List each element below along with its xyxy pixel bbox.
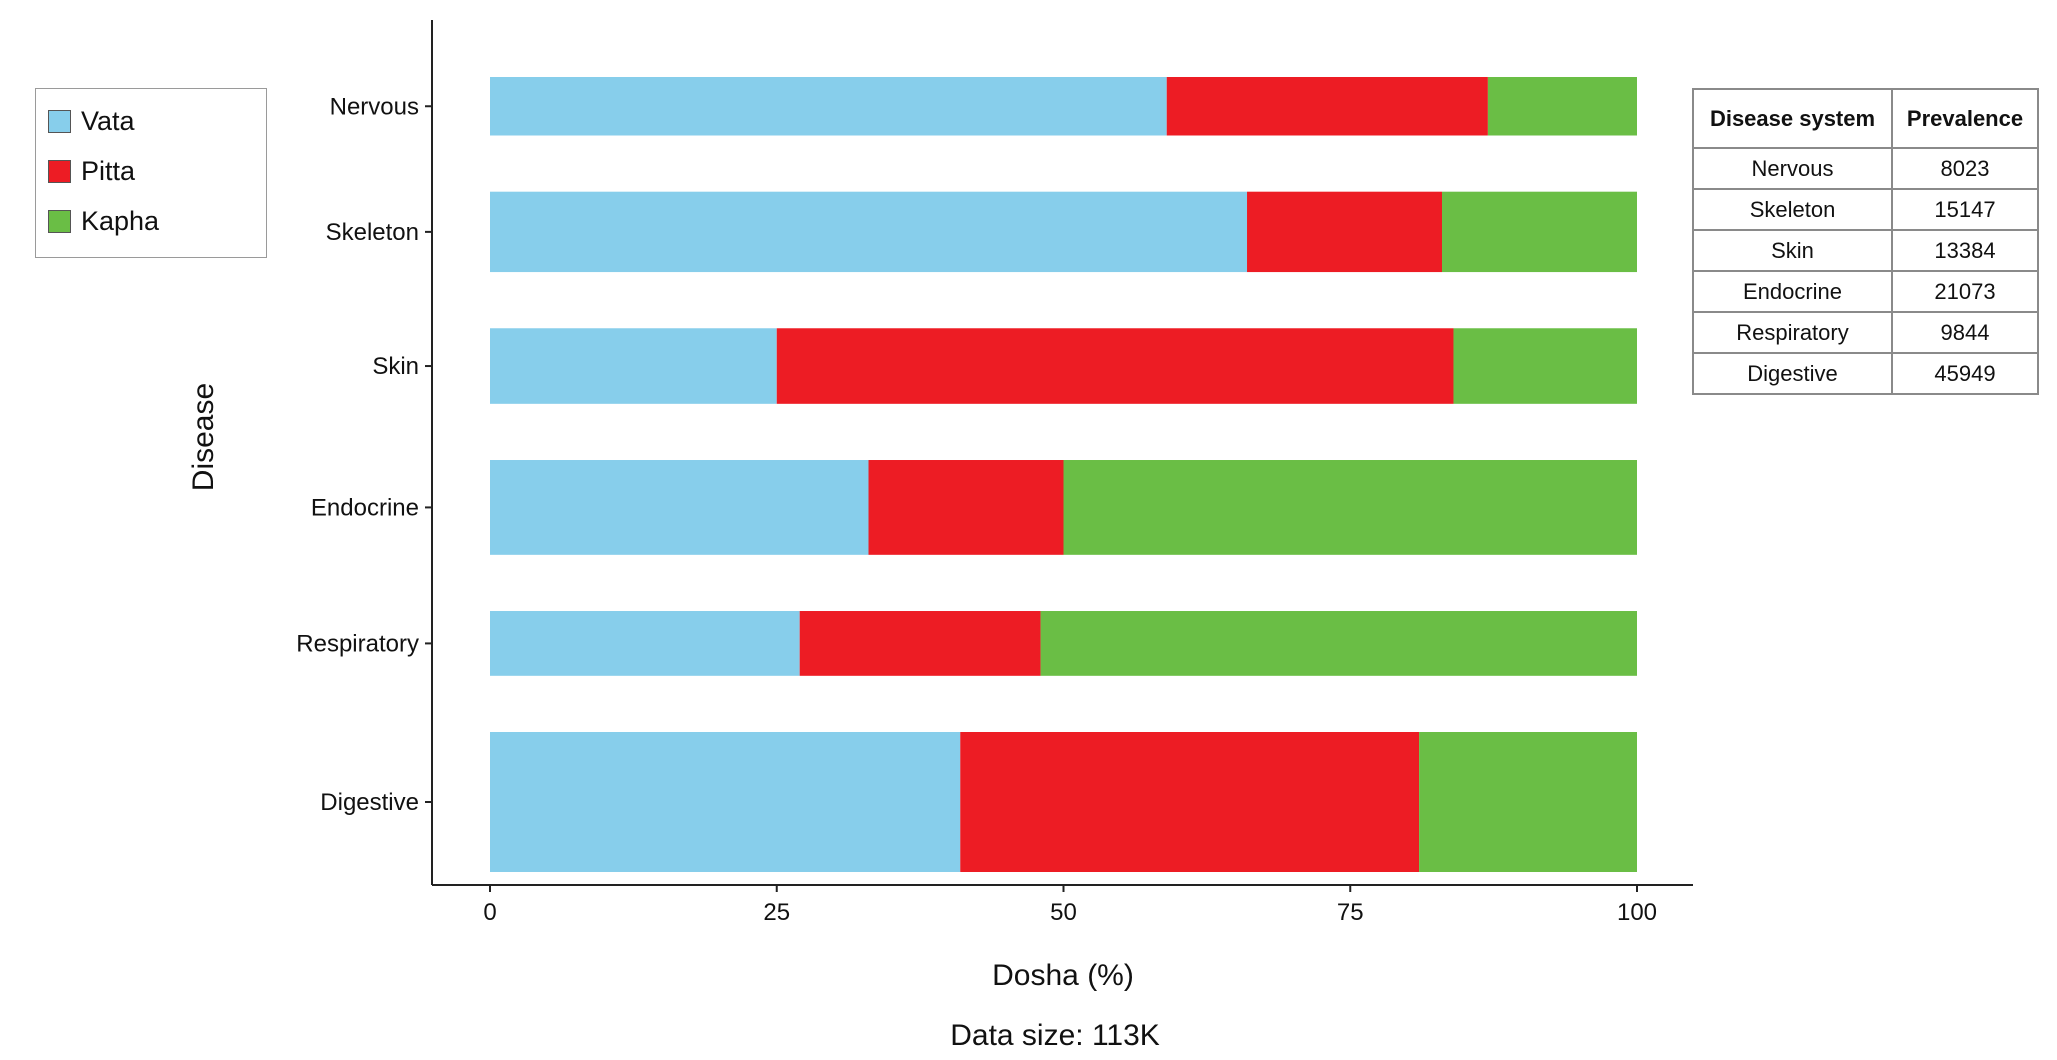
table-row: Nervous 8023 <box>1692 147 2039 190</box>
x-tick-label: 75 <box>1337 899 1364 926</box>
legend-swatch-pitta <box>48 159 71 183</box>
bar-digestive-kapha <box>1419 732 1637 872</box>
bar-endocrine-kapha <box>1063 460 1637 555</box>
y-axis-title: Disease <box>187 383 220 491</box>
bar-respiratory-pitta <box>799 611 1041 676</box>
table-cell-prevalence: 9844 <box>1891 311 2039 354</box>
bar-endocrine-vata <box>490 460 869 555</box>
bar-skin-pitta <box>776 328 1454 404</box>
x-tick-label: 50 <box>1050 899 1077 926</box>
legend-swatch-kapha <box>48 209 71 233</box>
legend-item-vata: Vata <box>48 103 135 139</box>
table-cell-system: Endocrine <box>1692 270 1893 313</box>
x-axis-title: Dosha (%) <box>992 959 1134 992</box>
bar-skeleton-pitta <box>1247 191 1443 273</box>
table-row: Skin 13384 <box>1692 229 2039 272</box>
table-row: Endocrine 21073 <box>1692 270 2039 313</box>
table-cell-system: Skin <box>1692 229 1893 272</box>
table-cell-system: Skeleton <box>1692 188 1893 231</box>
legend-label-pitta: Pitta <box>81 155 136 186</box>
chart-legend: Vata Pitta Kapha <box>35 88 267 258</box>
table-row: Skeleton 15147 <box>1692 188 2039 231</box>
bar-skeleton-vata <box>490 191 1248 273</box>
table-header-row: Disease system Prevalence <box>1692 88 2039 149</box>
table-cell-prevalence: 45949 <box>1891 352 2039 395</box>
bar-skin-vata <box>490 328 777 404</box>
bar-endocrine-pitta <box>868 460 1064 555</box>
legend-item-kapha: Kapha <box>48 203 159 239</box>
y-tick-label: Endocrine <box>311 494 419 521</box>
bar-digestive-vata <box>490 732 961 872</box>
bar-respiratory-kapha <box>1040 611 1637 676</box>
y-tick-label: Skeleton <box>326 219 419 246</box>
table-cell-prevalence: 13384 <box>1891 229 2039 272</box>
bar-nervous-vata <box>490 77 1167 136</box>
legend-label-kapha: Kapha <box>81 205 160 236</box>
table-cell-prevalence: 15147 <box>1891 188 2039 231</box>
y-tick-label: Nervous <box>330 93 419 120</box>
bar-nervous-pitta <box>1166 77 1488 136</box>
x-tick-label: 25 <box>763 899 790 926</box>
x-tick-label: 0 <box>483 899 496 926</box>
y-tick-label: Skin <box>372 353 419 380</box>
table-cell-system: Nervous <box>1692 147 1893 190</box>
chart-caption: Data size: 113K <box>950 1019 1160 1052</box>
table-cell-system: Respiratory <box>1692 311 1893 354</box>
legend-label-vata: Vata <box>81 105 135 136</box>
legend-swatch-vata <box>48 109 71 133</box>
table-row: Respiratory 9844 <box>1692 311 2039 354</box>
table-header-prevalence: Prevalence <box>1891 88 2039 149</box>
legend-item-pitta: Pitta <box>48 153 135 189</box>
table-cell-prevalence: 21073 <box>1891 270 2039 313</box>
table-cell-prevalence: 8023 <box>1891 147 2039 190</box>
bar-skin-kapha <box>1453 328 1637 404</box>
bar-digestive-pitta <box>960 732 1420 872</box>
prevalence-table: Disease system Prevalence Nervous 8023 S… <box>1692 88 2039 395</box>
bar-respiratory-vata <box>490 611 800 676</box>
table-header-disease-system: Disease system <box>1692 88 1893 149</box>
bar-skeleton-kapha <box>1442 191 1637 273</box>
y-tick-label: Respiratory <box>296 630 419 657</box>
x-tick-label: 100 <box>1617 899 1657 926</box>
bar-nervous-kapha <box>1487 77 1637 136</box>
y-tick-label: Digestive <box>320 789 419 816</box>
table-row: Digestive 45949 <box>1692 352 2039 395</box>
table-cell-system: Digestive <box>1692 352 1893 395</box>
